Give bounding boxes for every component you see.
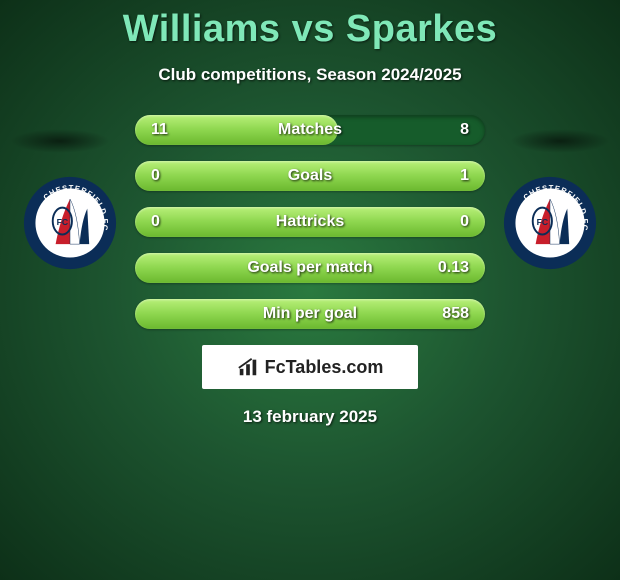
stat-row: 0 Goals 1 — [135, 161, 485, 191]
svg-text:FC: FC — [537, 217, 549, 227]
stat-row: 11 Matches 8 — [135, 115, 485, 145]
stat-row: 0 Hattricks 0 — [135, 207, 485, 237]
bar-chart-icon — [237, 356, 259, 378]
fctables-logo[interactable]: FcTables.com — [202, 345, 418, 389]
chesterfield-badge-icon: CHESTERFIELD FC FC — [502, 175, 598, 271]
stat-label: Goals per match — [247, 259, 372, 277]
stat-value-left: 0 — [151, 213, 160, 231]
comparison-subtitle: Club competitions, Season 2024/2025 — [0, 65, 620, 85]
stat-row: Min per goal 858 — [135, 299, 485, 329]
svg-text:FC: FC — [57, 217, 69, 227]
club-badge-left: CHESTERFIELD FC FC — [22, 175, 118, 271]
stat-value-left: 0 — [151, 167, 160, 185]
stat-label: Min per goal — [263, 305, 357, 323]
stat-value-right: 0 — [460, 213, 469, 231]
stat-row: Goals per match 0.13 — [135, 253, 485, 283]
stat-value-right: 8 — [460, 121, 469, 139]
comparison-main: CHESTERFIELD FC FC CHESTERFIELD FC FC 11… — [0, 115, 620, 427]
footer-brand-text: FcTables.com — [265, 357, 384, 378]
stat-label: Goals — [288, 167, 332, 185]
stat-label: Matches — [278, 121, 342, 139]
stat-value-right: 0.13 — [438, 259, 469, 277]
comparison-title: Williams vs Sparkes — [0, 0, 620, 51]
stats-list: 11 Matches 8 0 Goals 1 0 Hattricks 0 Goals per ma… — [135, 115, 485, 329]
stat-value-left: 11 — [151, 121, 168, 139]
club-badge-right: CHESTERFIELD FC FC — [502, 175, 598, 271]
stat-value-right: 858 — [442, 305, 469, 323]
comparison-date: 13 february 2025 — [0, 407, 620, 427]
chesterfield-badge-icon: CHESTERFIELD FC FC — [22, 175, 118, 271]
stat-value-right: 1 — [460, 167, 469, 185]
player-shadow-left — [10, 129, 110, 153]
player-shadow-right — [510, 129, 610, 153]
stat-label: Hattricks — [276, 213, 344, 231]
